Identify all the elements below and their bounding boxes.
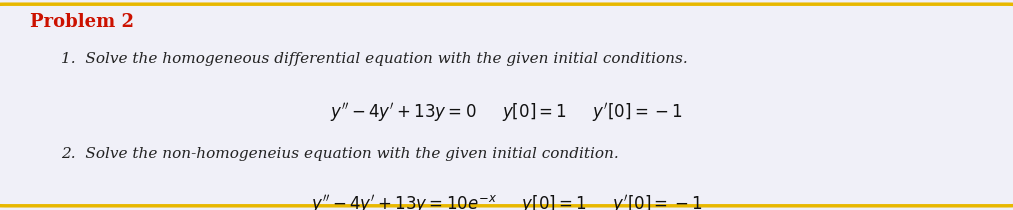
Text: 2.  Solve the non-homogeneius equation with the given initial condition.: 2. Solve the non-homogeneius equation wi… xyxy=(61,147,619,161)
Text: $y'' - 4y' + 13y = 0$     $y[0] = 1$     $y'[0] = -1$: $y'' - 4y' + 13y = 0$ $y[0] = 1$ $y'[0] … xyxy=(330,101,683,124)
Text: Problem 2: Problem 2 xyxy=(30,13,135,31)
Text: 1.  Solve the homogeneous differential equation with the given initial condition: 1. Solve the homogeneous differential eq… xyxy=(61,52,688,67)
FancyBboxPatch shape xyxy=(0,4,1013,206)
Text: $y'' - 4y' + 13y = 10e^{-x}$     $y[0] = 1$     $y'[0] = -1$: $y'' - 4y' + 13y = 10e^{-x}$ $y[0] = 1$ … xyxy=(311,193,702,210)
